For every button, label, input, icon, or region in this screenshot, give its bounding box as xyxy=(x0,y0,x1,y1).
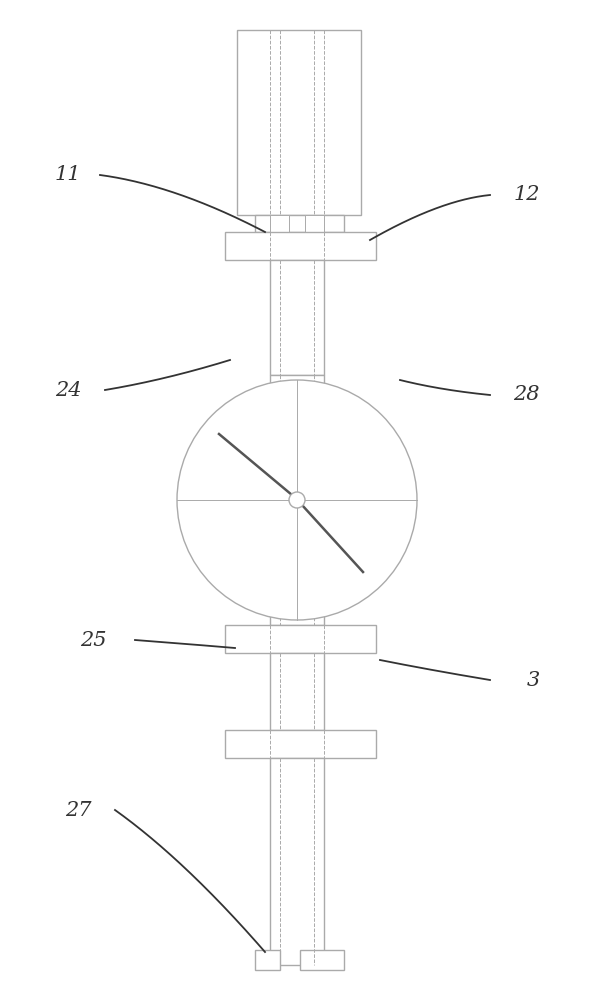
Circle shape xyxy=(289,492,305,508)
Circle shape xyxy=(177,380,417,620)
Bar xyxy=(255,215,344,232)
Bar xyxy=(305,215,324,232)
Bar xyxy=(270,215,289,232)
Bar xyxy=(270,375,324,625)
Bar xyxy=(225,232,376,260)
Text: 28: 28 xyxy=(513,385,540,404)
Bar xyxy=(270,653,324,730)
Bar xyxy=(225,730,376,758)
Bar xyxy=(225,625,376,653)
Bar xyxy=(270,758,324,965)
Text: 12: 12 xyxy=(513,186,540,205)
Text: 11: 11 xyxy=(55,165,81,184)
Bar xyxy=(300,950,344,970)
Bar xyxy=(237,30,361,215)
Bar xyxy=(255,950,280,970)
Text: 3: 3 xyxy=(527,670,540,690)
Text: 24: 24 xyxy=(55,380,81,399)
Text: 27: 27 xyxy=(65,800,91,820)
Text: 25: 25 xyxy=(80,631,106,650)
Bar xyxy=(270,260,324,375)
